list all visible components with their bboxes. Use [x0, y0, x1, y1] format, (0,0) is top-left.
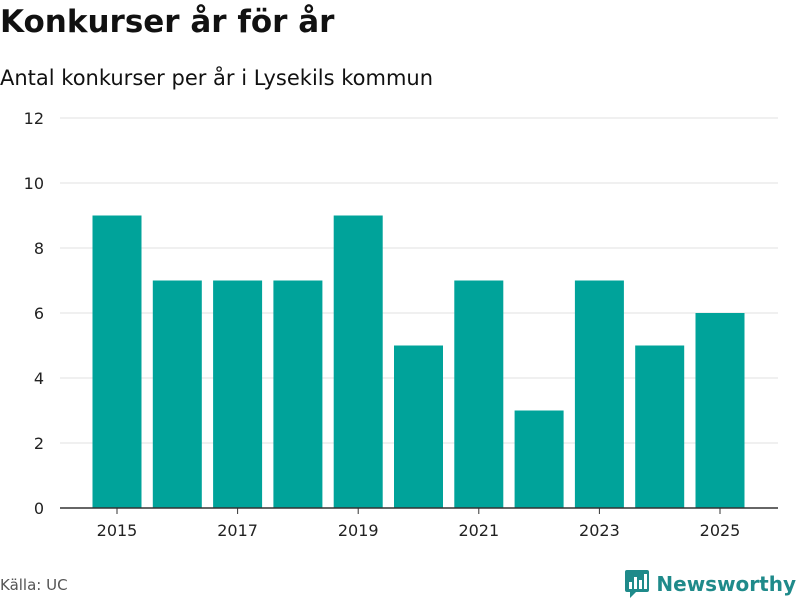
- bar-2023: [574, 280, 624, 508]
- bar-2019: [333, 215, 383, 508]
- bar-2024: [635, 345, 685, 508]
- brand-name: Newsworthy: [656, 572, 796, 596]
- y-tick-label: 6: [34, 304, 44, 323]
- y-tick-label: 4: [34, 369, 44, 388]
- source-note: Källa: UC: [0, 576, 68, 594]
- y-tick-label: 10: [24, 174, 44, 193]
- bar-2021: [454, 280, 504, 508]
- chart-subtitle: Antal konkurser per år i Lysekils kommun: [0, 66, 434, 90]
- x-tick-label: 2015: [97, 521, 138, 540]
- bar-2025: [695, 313, 745, 508]
- brand-logo: Newsworthy: [624, 568, 796, 600]
- bar-2016: [152, 280, 202, 508]
- x-axis-labels: 2015 2017 2019 2021 2023 2025: [97, 521, 741, 540]
- x-tick-label: 2021: [458, 521, 499, 540]
- x-tick-label: 2019: [338, 521, 379, 540]
- x-tick-label: 2025: [700, 521, 741, 540]
- x-axis: [60, 507, 778, 514]
- y-tick-label: 12: [24, 109, 44, 128]
- bars: [92, 215, 745, 508]
- y-tick-label: 2: [34, 434, 44, 453]
- bar-2015: [92, 215, 142, 508]
- x-tick-label: 2017: [217, 521, 258, 540]
- x-tick-label: 2023: [579, 521, 620, 540]
- chart-title: Konkurser år för år: [0, 4, 335, 40]
- bar-2017: [213, 280, 263, 508]
- y-axis-labels: 0 2 4 6 8 10 12: [24, 109, 44, 518]
- y-tick-label: 8: [34, 239, 44, 258]
- bar-2022: [514, 410, 564, 508]
- y-tick-label: 0: [34, 499, 44, 518]
- bar-2018: [273, 280, 323, 508]
- bar-2020: [394, 345, 443, 508]
- newsworthy-logo-icon: [625, 570, 650, 598]
